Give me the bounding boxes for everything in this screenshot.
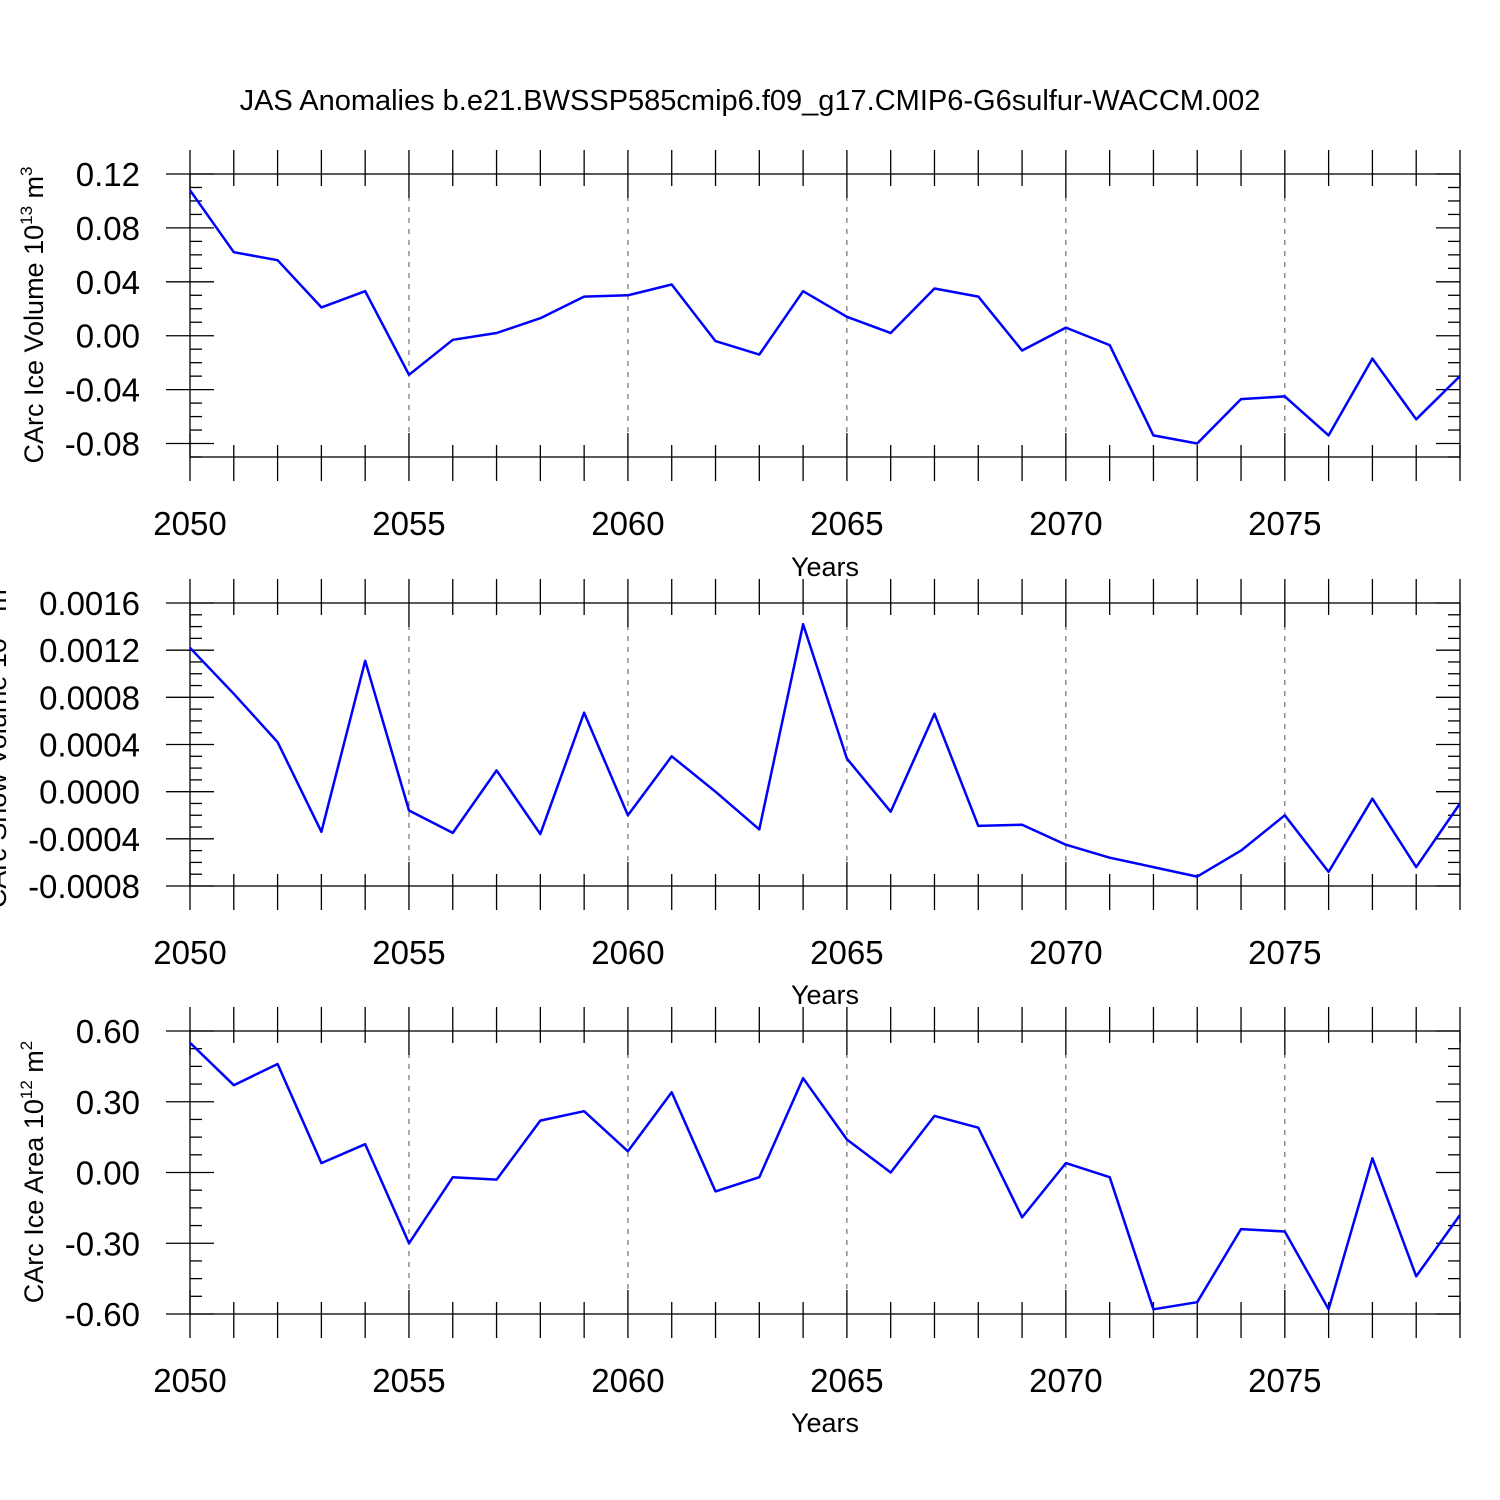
series-line-snow-volume	[190, 622, 1460, 878]
y-tick-label: -0.04	[65, 372, 140, 409]
x-tick-label: 2075	[1248, 934, 1321, 971]
y-tick-label: 0.00	[76, 1155, 140, 1192]
tick-layer	[166, 150, 1461, 481]
x-tick-label: 2050	[153, 1362, 226, 1399]
y-tick-label: -0.0004	[28, 821, 140, 858]
x-tick-label: 2055	[372, 934, 445, 971]
x-tick-label: 2060	[591, 1362, 664, 1399]
y-axis-label: CArc Snow Volume 1013 m3	[0, 580, 12, 909]
panel-snow-volume: 2050 2055 2060 2065 2070 2075 0.0016 0.0012 0.00…	[0, 579, 1461, 1010]
y-axis-label-unit: m	[0, 589, 12, 619]
grid-layer	[408, 1031, 1286, 1314]
y-tick-label: 0.0008	[39, 679, 140, 716]
tick-layer	[166, 1007, 1461, 1338]
y-tick-label: 0.0012	[39, 632, 140, 669]
x-axis-label: Years	[791, 980, 859, 1010]
y-tick-label: 0.12	[76, 156, 140, 193]
x-tick-label: 2070	[1029, 505, 1102, 542]
y-axis-label-unit: m	[19, 1050, 49, 1080]
grid-layer	[408, 174, 1286, 457]
x-tick-label: 2060	[591, 934, 664, 971]
y-tick-label: 0.60	[76, 1013, 140, 1050]
series-line-ice-volume	[190, 189, 1460, 445]
y-axis-label: CArc Ice Area 1012 m2	[17, 1041, 49, 1304]
grid-layer	[408, 603, 1286, 886]
x-tick-label: 2050	[153, 505, 226, 542]
x-tick-label: 2065	[810, 505, 883, 542]
tick-label-layer: 2050 2055 2060 2065 2070 2075 0.12 0.08 0.04 0.00…	[65, 156, 1322, 542]
panel-ice-area: 2050 2055 2060 2065 2070 2075 0.60 0.30 0.00 -0.3…	[17, 1007, 1461, 1438]
x-tick-label: 2075	[1248, 1362, 1321, 1399]
x-tick-label: 2055	[372, 505, 445, 542]
x-tick-label: 2065	[810, 1362, 883, 1399]
x-axis-label: Years	[791, 1408, 859, 1438]
y-axis-label-text: CArc Snow Volume 10	[0, 638, 12, 908]
series-line-ice-area	[190, 1041, 1460, 1311]
x-tick-label: 2060	[591, 505, 664, 542]
panel-ice-volume: 2050 2055 2060 2065 2070 2075 0.12 0.08 0.04 0.00…	[17, 150, 1461, 582]
x-tick-label: 2070	[1029, 1362, 1102, 1399]
y-tick-label: 0.0004	[39, 727, 140, 764]
y-tick-label: 0.30	[76, 1084, 140, 1121]
y-tick-label: -0.30	[65, 1225, 140, 1262]
y-tick-label: 0.0016	[39, 585, 140, 622]
y-axis-label-exponent: 12	[17, 1080, 36, 1099]
tick-label-layer: 2050 2055 2060 2065 2070 2075 0.60 0.30 0.00 -0.3…	[65, 1013, 1322, 1399]
x-tick-label: 2050	[153, 934, 226, 971]
x-tick-label: 2065	[810, 934, 883, 971]
y-tick-label: 0.00	[76, 318, 140, 355]
y-axis-label-exponent: 13	[17, 206, 36, 225]
x-axis-label: Years	[791, 552, 859, 582]
x-tick-label: 2055	[372, 1362, 445, 1399]
plot-frame	[189, 173, 1461, 458]
y-tick-label: -0.0008	[28, 868, 140, 905]
y-tick-label: 0.04	[76, 264, 140, 301]
x-tick-label: 2070	[1029, 934, 1102, 971]
y-tick-label: -0.60	[65, 1296, 140, 1333]
x-tick-label: 2075	[1248, 505, 1321, 542]
y-tick-label: 0.08	[76, 210, 140, 247]
y-axis-label: CArc Ice Volume 1013 m3	[17, 166, 49, 463]
y-axis-label-unit-exponent: 2	[17, 1041, 36, 1050]
y-axis-label-unit: m	[19, 176, 49, 206]
y-axis-label-text: CArc Ice Area 10	[19, 1099, 49, 1303]
tick-layer	[166, 579, 1461, 910]
y-tick-label: -0.08	[65, 426, 140, 463]
y-tick-label: 0.0000	[39, 774, 140, 811]
figure-title: JAS Anomalies b.e21.BWSSP585cmip6.f09_g1…	[240, 85, 1261, 117]
y-axis-label-text: CArc Ice Volume 10	[19, 225, 49, 464]
tick-label-layer: 2050 2055 2060 2065 2070 2075 0.0016 0.0012 0.00…	[28, 585, 1321, 971]
y-axis-label-unit-exponent: 3	[17, 166, 36, 175]
